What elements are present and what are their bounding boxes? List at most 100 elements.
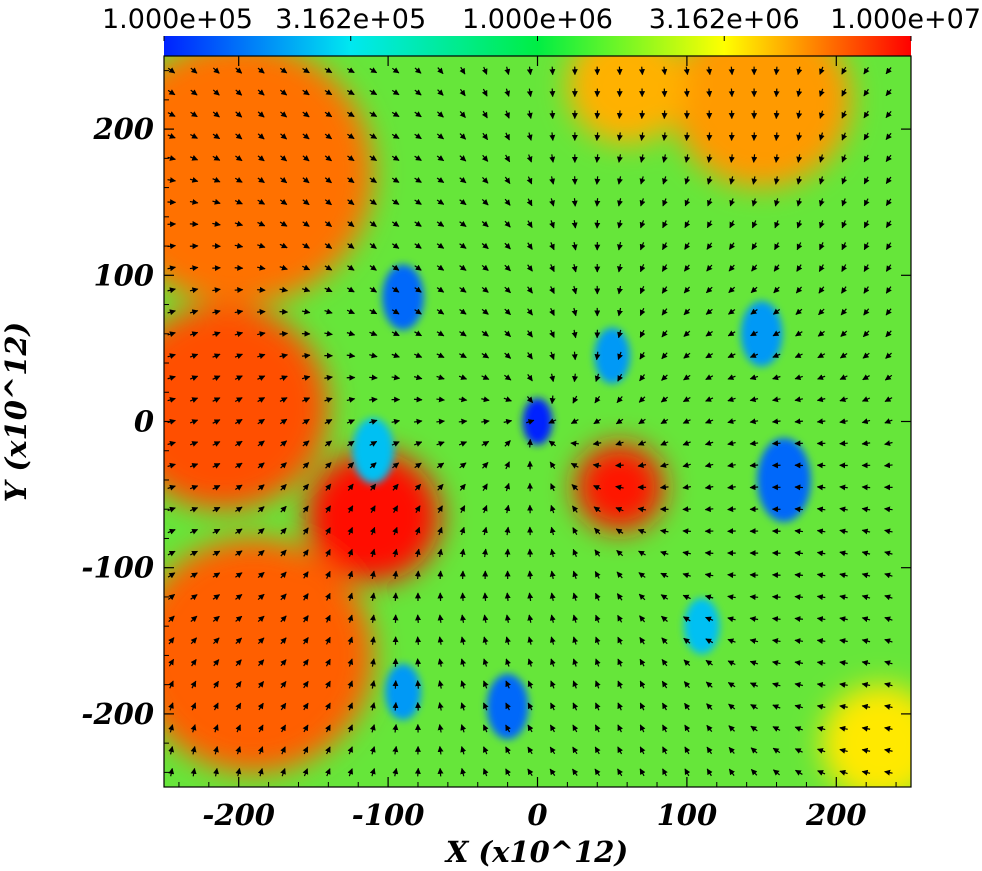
velocity-arrow: [324, 330, 333, 337]
velocity-arrow: [325, 548, 331, 557]
velocity-arrow: [885, 330, 892, 338]
velocity-arrow: [572, 724, 579, 733]
velocity-arrow: [257, 767, 264, 777]
velocity-arrow: [168, 680, 174, 689]
velocity-arrow: [391, 308, 400, 315]
velocity-arrow: [682, 572, 691, 579]
velocity-arrow: [749, 660, 759, 667]
velocity-arrow: [482, 548, 488, 558]
velocity-arrow: [638, 418, 646, 425]
velocity-arrow: [682, 440, 691, 446]
velocity-arrow: [571, 285, 578, 295]
velocity-arrow: [861, 638, 871, 645]
velocity-arrow: [459, 198, 467, 206]
velocity-arrow: [414, 242, 422, 249]
velocity-arrow: [727, 396, 736, 402]
velocity-arrow: [257, 724, 264, 733]
velocity-arrow: [617, 724, 623, 733]
velocity-arrow: [436, 155, 445, 162]
velocity-arrow: [302, 658, 309, 667]
velocity-arrow: [639, 154, 646, 163]
velocity-arrow: [817, 770, 826, 776]
velocity-arrow: [683, 352, 691, 359]
velocity-arrow: [189, 463, 199, 469]
velocity-arrow: [863, 66, 870, 75]
velocity-arrow: [391, 111, 400, 118]
velocity-arrow: [794, 506, 803, 513]
velocity-arrow: [436, 198, 445, 205]
velocity-arrow: [369, 374, 378, 381]
velocity-arrow: [728, 725, 735, 732]
velocity-arrow: [391, 286, 400, 293]
velocity-arrow: [861, 418, 871, 425]
velocity-arrow: [325, 570, 331, 579]
velocity-arrow: [773, 176, 780, 185]
velocity-arrow: [190, 745, 197, 755]
x-tick-label: 0: [527, 798, 547, 832]
velocity-arrow: [279, 89, 288, 96]
velocity-arrow: [325, 527, 331, 535]
velocity-arrow: [346, 419, 355, 425]
velocity-arrow: [885, 308, 892, 316]
velocity-arrow: [706, 264, 713, 272]
velocity-arrow: [504, 110, 510, 119]
velocity-arrow: [794, 682, 803, 688]
velocity-arrow: [347, 746, 353, 755]
velocity-arrow: [302, 527, 309, 535]
velocity-arrow: [481, 88, 488, 97]
velocity-arrow: [391, 352, 400, 359]
velocity-arrow: [527, 570, 534, 580]
velocity-arrow: [570, 418, 579, 424]
velocity-arrow: [861, 396, 871, 402]
velocity-arrow: [796, 176, 803, 185]
velocity-arrow: [482, 176, 489, 184]
velocity-arrow: [280, 177, 288, 184]
velocity-arrow: [280, 484, 287, 491]
velocity-arrow: [794, 616, 803, 622]
velocity-arrow: [750, 308, 758, 315]
velocity-arrow: [280, 593, 287, 601]
velocity-arrow: [549, 526, 556, 536]
velocity-arrow: [324, 220, 332, 228]
velocity-arrow: [549, 329, 555, 338]
velocity-arrow: [705, 374, 714, 381]
velocity-arrow: [684, 242, 691, 250]
velocity-arrow: [257, 67, 265, 74]
velocity-arrow: [839, 594, 848, 601]
velocity-arrow: [794, 528, 803, 535]
velocity-arrow: [571, 198, 578, 207]
velocity-arrow: [189, 331, 199, 338]
velocity-arrow: [369, 505, 376, 513]
velocity-arrow: [773, 66, 780, 76]
velocity-arrow: [885, 176, 892, 185]
velocity-arrow: [414, 155, 422, 161]
velocity-arrow: [504, 548, 511, 558]
velocity-arrow: [816, 681, 826, 688]
velocity-arrow: [661, 637, 668, 645]
velocity-arrow: [526, 374, 533, 382]
y-tick-label: -100: [81, 551, 154, 585]
velocity-arrow: [436, 374, 445, 381]
velocity-arrow: [503, 418, 513, 425]
velocity-arrow: [595, 680, 601, 689]
velocity-arrow: [526, 330, 533, 338]
velocity-arrow: [346, 286, 355, 293]
velocity-arrow: [459, 88, 466, 97]
velocity-arrow: [884, 616, 893, 623]
velocity-arrow: [572, 746, 579, 755]
velocity-arrow: [571, 307, 578, 317]
velocity-arrow: [683, 66, 690, 76]
velocity-arrow: [460, 724, 467, 733]
velocity-arrow: [459, 133, 467, 140]
velocity-arrow: [772, 747, 781, 754]
velocity-arrow: [839, 418, 848, 425]
velocity-arrow: [706, 746, 713, 755]
velocity-arrow: [839, 638, 848, 644]
velocity-arrow: [549, 548, 556, 558]
velocity-arrow: [369, 526, 376, 536]
velocity-arrow: [168, 745, 175, 755]
velocity-arrow: [706, 768, 713, 777]
velocity-arrow: [839, 659, 848, 666]
velocity-arrow: [436, 396, 445, 403]
velocity-arrow: [861, 440, 871, 447]
